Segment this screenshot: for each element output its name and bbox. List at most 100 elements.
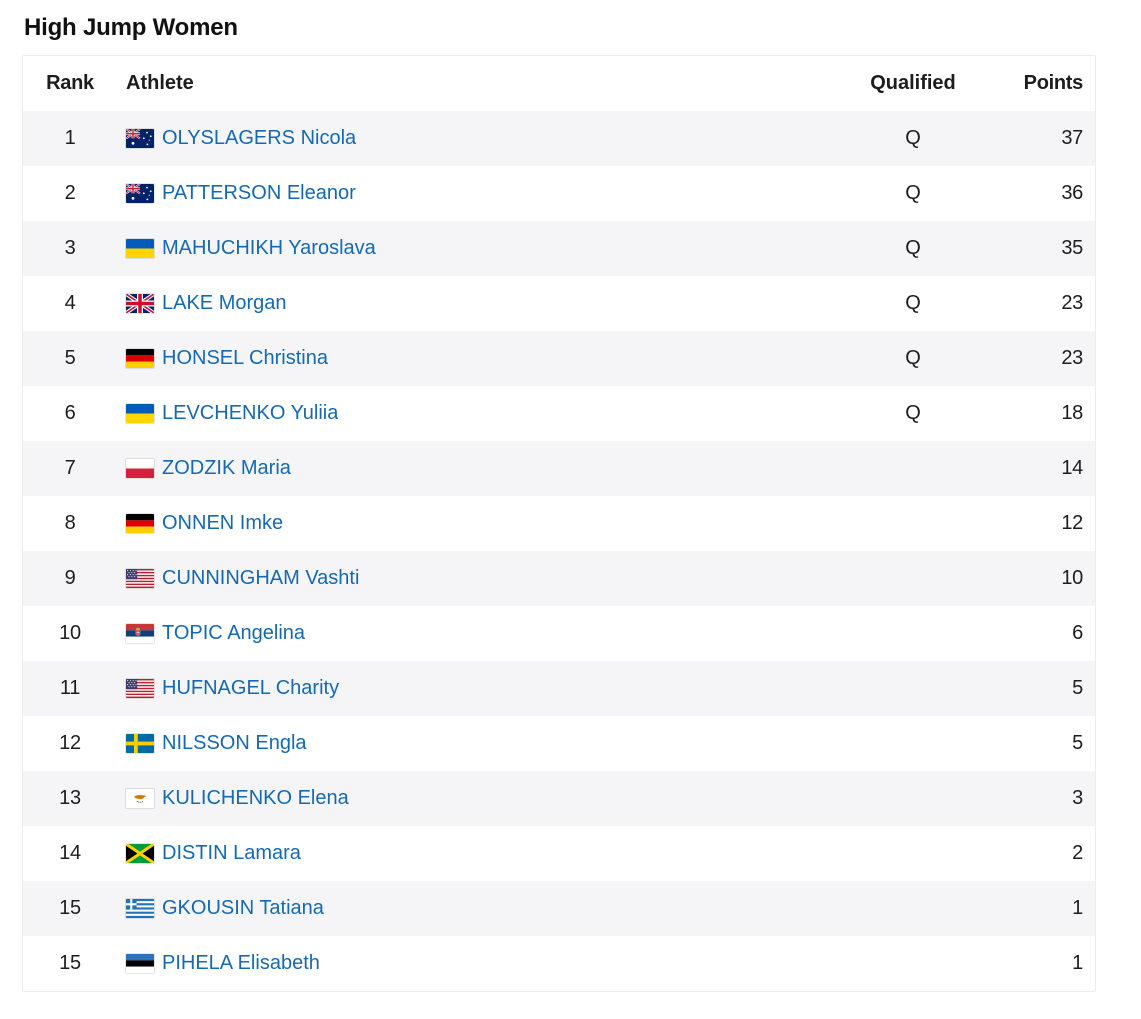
athlete-link[interactable]: GKOUSIN Tatiana (162, 897, 324, 919)
points-cell: 1 (1072, 897, 1083, 919)
athlete-cell: PATTERSON Eleanor (101, 182, 843, 205)
points-cell: 1 (1072, 952, 1083, 974)
athlete-cell: CUNNINGHAM Vashti (101, 567, 843, 590)
rank-cell: 2 (64, 182, 76, 204)
table-row: 11 HUFNAGEL Charity 5 (23, 661, 1095, 716)
athlete-cell: GKOUSIN Tatiana (101, 897, 843, 920)
points-cell: 5 (1072, 677, 1083, 699)
rank-cell: 1 (64, 127, 76, 149)
athlete-cell: NILSSON Engla (101, 732, 843, 755)
table-header-row: Rank Athlete Qualified Points (23, 56, 1095, 111)
australia-flag-icon (126, 184, 154, 203)
athlete-link[interactable]: HUFNAGEL Charity (162, 677, 340, 699)
athlete-link[interactable]: OLYSLAGERS Nicola (162, 127, 357, 149)
greece-flag-icon (126, 899, 154, 918)
rank-cell: 7 (64, 457, 76, 479)
athlete-link[interactable]: LAKE Morgan (162, 292, 287, 314)
table-row: 15 GKOUSIN Tatiana 1 (23, 881, 1095, 936)
points-cell: 36 (1061, 182, 1083, 204)
athlete-link[interactable]: HONSEL Christina (162, 347, 328, 369)
points-cell: 3 (1072, 787, 1083, 809)
athlete-link[interactable]: PATTERSON Eleanor (162, 182, 356, 204)
sweden-flag-icon (126, 734, 154, 753)
rank-cell: 14 (59, 842, 81, 864)
athlete-cell: KULICHENKO Elena (101, 787, 843, 810)
table-row: 4 LAKE Morgan Q 23 (23, 276, 1095, 331)
points-cell: 18 (1061, 402, 1083, 424)
athlete-cell: PIHELA Elisabeth (101, 952, 843, 975)
athlete-cell: HUFNAGEL Charity (101, 677, 843, 700)
serbia-flag-icon (126, 624, 154, 643)
table-row: 14 DISTIN Lamara 2 (23, 826, 1095, 881)
estonia-flag-icon (126, 954, 154, 973)
athlete-cell: LAKE Morgan (101, 292, 843, 315)
points-cell: 6 (1072, 622, 1083, 644)
athlete-link[interactable]: ZODZIK Maria (162, 457, 291, 479)
qualified-cell: Q (905, 292, 921, 314)
athlete-link[interactable]: NILSSON Engla (162, 732, 307, 754)
usa-flag-icon (126, 679, 154, 698)
table-body: 1 OLYSLAGERS Nicola Q 37 2 PATTERSON Ele… (23, 111, 1095, 991)
results-table: Rank Athlete Qualified Points 1 OLYSLAGE… (22, 55, 1096, 992)
athlete-cell: HONSEL Christina (101, 347, 843, 370)
rank-cell: 4 (64, 292, 76, 314)
athlete-link[interactable]: TOPIC Angelina (162, 622, 306, 644)
points-cell: 2 (1072, 842, 1083, 864)
poland-flag-icon (126, 459, 154, 478)
athlete-link[interactable]: KULICHENKO Elena (162, 787, 349, 809)
points-cell: 37 (1061, 127, 1083, 149)
germany-flag-icon (126, 349, 154, 368)
athlete-cell: LEVCHENKO Yuliia (101, 402, 843, 425)
rank-header: Rank (46, 72, 94, 94)
athlete-link[interactable]: LEVCHENKO Yuliia (162, 402, 339, 424)
great-britain-flag-icon (126, 294, 154, 313)
table-row: 10 TOPIC Angelina 6 (23, 606, 1095, 661)
rank-cell: 3 (64, 237, 76, 259)
athlete-link[interactable]: DISTIN Lamara (162, 842, 301, 864)
rank-cell: 15 (59, 897, 81, 919)
australia-flag-icon (126, 129, 154, 148)
rank-cell: 10 (59, 622, 81, 644)
rank-cell: 11 (59, 677, 81, 699)
qualified-cell: Q (905, 182, 921, 204)
athlete-link[interactable]: CUNNINGHAM Vashti (162, 567, 360, 589)
points-cell: 10 (1061, 567, 1083, 589)
cyprus-flag-icon (126, 789, 154, 808)
table-row: 6 LEVCHENKO Yuliia Q 18 (23, 386, 1095, 441)
athlete-link[interactable]: PIHELA Elisabeth (162, 952, 320, 974)
rank-cell: 9 (64, 567, 76, 589)
rank-cell: 8 (64, 512, 76, 534)
rank-cell: 5 (64, 347, 76, 369)
qualified-header: Qualified (870, 72, 956, 94)
points-cell: 14 (1061, 457, 1083, 479)
jamaica-flag-icon (126, 844, 154, 863)
table-row: 15 PIHELA Elisabeth 1 (23, 936, 1095, 991)
athlete-link[interactable]: ONNEN Imke (162, 512, 284, 534)
athlete-cell: OLYSLAGERS Nicola (101, 127, 843, 150)
athlete-cell: TOPIC Angelina (101, 622, 843, 645)
table-row: 7 ZODZIK Maria 14 (23, 441, 1095, 496)
ukraine-flag-icon (126, 404, 154, 423)
usa-flag-icon (126, 569, 154, 588)
qualified-cell: Q (905, 347, 921, 369)
athlete-cell: DISTIN Lamara (101, 842, 843, 865)
table-row: 9 CUNNINGHAM Vashti 10 (23, 551, 1095, 606)
athlete-link[interactable]: MAHUCHIKH Yaroslava (162, 237, 376, 259)
table-row: 3 MAHUCHIKH Yaroslava Q 35 (23, 221, 1095, 276)
athlete-cell: ZODZIK Maria (101, 457, 843, 480)
points-cell: 35 (1061, 237, 1083, 259)
athlete-header: Athlete (126, 72, 194, 94)
athlete-cell: MAHUCHIKH Yaroslava (101, 237, 843, 260)
table-row: 2 PATTERSON Eleanor Q 36 (23, 166, 1095, 221)
table-row: 1 OLYSLAGERS Nicola Q 37 (23, 111, 1095, 166)
rank-cell: 12 (59, 732, 81, 754)
germany-flag-icon (126, 514, 154, 533)
points-cell: 5 (1072, 732, 1083, 754)
points-header: Points (1023, 72, 1084, 94)
ukraine-flag-icon (126, 239, 154, 258)
points-cell: 12 (1061, 512, 1083, 534)
qualified-cell: Q (905, 127, 921, 149)
table-row: 5 HONSEL Christina Q 23 (23, 331, 1095, 386)
rank-cell: 6 (64, 402, 76, 424)
athlete-cell: ONNEN Imke (101, 512, 843, 535)
